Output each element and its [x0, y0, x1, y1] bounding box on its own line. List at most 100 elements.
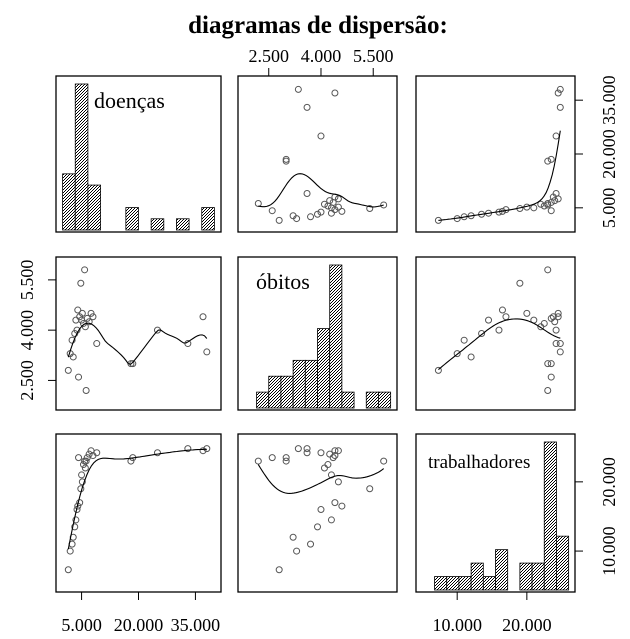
panel-frame	[415, 256, 576, 411]
histogram-bar	[482, 576, 496, 591]
axis-left-obitos: 2.500 4.000 5.500	[17, 260, 56, 401]
data-point	[289, 533, 297, 541]
data-point	[317, 132, 325, 140]
panel-frame	[415, 433, 576, 593]
tick-label: 20.000	[599, 457, 619, 507]
tick-label: 35.000	[171, 615, 221, 635]
data-point	[64, 566, 72, 574]
data-point	[81, 464, 89, 472]
data-point	[64, 366, 72, 374]
panel-frame	[237, 75, 398, 233]
data-point	[78, 309, 86, 317]
data-point	[327, 209, 335, 217]
data-point	[331, 447, 339, 455]
data-point	[75, 373, 83, 381]
data-point	[380, 201, 388, 209]
panel-2-1	[237, 433, 398, 593]
data-point	[547, 360, 555, 368]
data-point	[338, 207, 346, 215]
data-point	[327, 516, 335, 524]
data-point	[75, 454, 83, 462]
data-point	[303, 189, 311, 197]
panel-frame	[237, 433, 398, 593]
smooth-line	[67, 322, 208, 365]
data-point	[331, 452, 339, 460]
data-point	[275, 216, 283, 224]
panel-0-0: doenças	[55, 75, 222, 233]
data-point	[203, 445, 211, 453]
data-point	[320, 200, 328, 208]
histogram-bar	[556, 535, 570, 591]
histogram-bar	[125, 207, 139, 231]
axis-top-obitos: 2.500 4.000 5.500	[248, 46, 393, 76]
tick-label: 10.000	[599, 526, 619, 576]
data-point	[93, 449, 101, 457]
smooth-line	[257, 464, 385, 494]
data-point	[556, 348, 564, 356]
histogram-bar	[470, 562, 484, 591]
data-point	[307, 540, 315, 548]
histogram-bar	[176, 218, 190, 231]
data-point	[314, 210, 321, 218]
histogram-bar	[458, 576, 472, 591]
tick-label: 5.500	[17, 260, 37, 301]
data-point	[317, 449, 325, 457]
histogram-bar	[495, 549, 509, 591]
variable-label-trabalhadores: trabalhadores	[428, 452, 530, 473]
data-point	[78, 478, 86, 486]
data-point	[552, 189, 560, 197]
data-point	[72, 316, 80, 324]
data-point	[303, 445, 311, 453]
data-point	[502, 313, 510, 321]
histogram-bar	[268, 375, 282, 409]
data-point	[331, 89, 339, 97]
data-point	[434, 366, 442, 374]
data-point	[554, 313, 562, 321]
data-point	[498, 306, 506, 314]
panel-frame	[55, 433, 222, 593]
panel-frame	[55, 75, 222, 233]
data-point	[153, 449, 161, 457]
data-point	[544, 157, 552, 165]
data-point	[282, 457, 290, 465]
histogram-bar	[519, 562, 533, 591]
data-point	[66, 547, 74, 555]
data-point	[366, 205, 374, 213]
data-point	[334, 478, 342, 486]
data-point	[87, 309, 95, 317]
data-point	[268, 454, 276, 462]
data-point	[334, 203, 342, 211]
panel-0-2	[415, 75, 576, 233]
data-point	[89, 313, 97, 321]
histogram-bar	[201, 207, 215, 231]
data-point	[453, 350, 461, 358]
tick-label: 20.000	[114, 615, 164, 635]
tick-label: 20.000	[599, 129, 619, 179]
data-point	[549, 313, 557, 321]
data-point	[282, 155, 290, 163]
data-point	[516, 279, 524, 287]
data-point	[544, 360, 552, 368]
histogram-bar	[365, 391, 379, 409]
histogram-bar	[87, 184, 101, 231]
histogram-bar	[62, 173, 76, 231]
data-point	[282, 454, 290, 462]
data-point	[544, 200, 552, 208]
data-point	[317, 506, 325, 514]
histogram-bar	[531, 562, 545, 591]
data-point	[72, 516, 80, 524]
data-point	[331, 499, 339, 507]
data-point	[537, 200, 545, 208]
panel-1-2	[415, 256, 576, 411]
data-point	[554, 89, 562, 97]
panel-0-1	[237, 75, 398, 233]
smooth-line	[438, 318, 561, 371]
histogram-bar	[329, 264, 343, 409]
data-point	[380, 457, 388, 465]
data-point	[254, 200, 262, 208]
tick-label: 4.000	[301, 46, 342, 66]
data-point	[544, 266, 552, 274]
data-point	[199, 447, 207, 455]
panel-2-2: trabalhadores	[415, 433, 576, 593]
tick-label: 5.000	[599, 188, 619, 229]
